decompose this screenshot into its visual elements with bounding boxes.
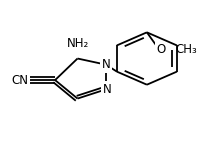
Text: N: N — [102, 58, 110, 71]
Text: CH₃: CH₃ — [175, 43, 197, 56]
Text: CN: CN — [11, 74, 28, 87]
Text: N: N — [103, 83, 111, 96]
Text: O: O — [156, 43, 166, 56]
Text: NH₂: NH₂ — [66, 37, 89, 50]
